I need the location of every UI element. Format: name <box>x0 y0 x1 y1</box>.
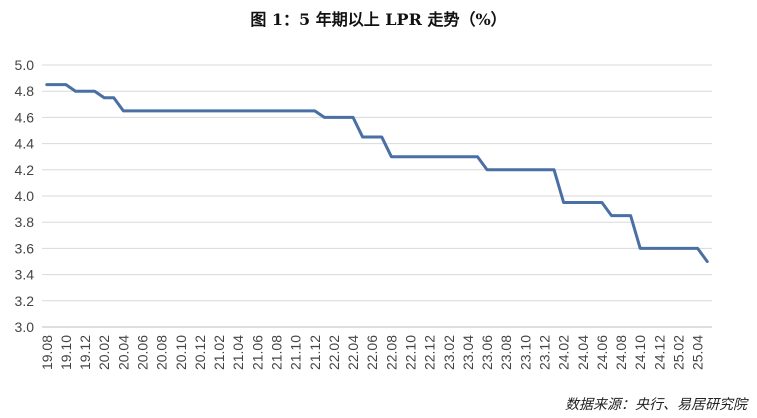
x-tick-label: 21.04 <box>230 335 246 370</box>
y-tick-label: 4.0 <box>15 188 35 204</box>
x-tick-label: 21.06 <box>249 335 265 370</box>
y-tick-label: 3.0 <box>15 319 35 335</box>
y-tick-label: 4.6 <box>15 109 35 125</box>
x-tick-label: 19.12 <box>77 335 93 370</box>
x-tick-label: 19.08 <box>39 335 55 370</box>
x-tick-label: 23.06 <box>479 335 495 370</box>
x-tick-label: 25.04 <box>690 335 706 370</box>
x-tick-label: 23.02 <box>441 335 457 370</box>
chart-title: 图 1：5 年期以上 LPR 走势（%） <box>250 10 507 29</box>
x-tick-label: 23.12 <box>537 335 553 370</box>
x-tick-label: 20.02 <box>96 335 112 370</box>
x-tick-label: 24.12 <box>651 335 667 370</box>
x-tick-label: 21.02 <box>211 335 227 370</box>
x-tick-label: 21.12 <box>307 335 323 370</box>
source-note: 数据来源：央行、易居研究院 <box>565 397 747 413</box>
y-tick-label: 3.4 <box>15 267 35 283</box>
x-tick-label: 24.04 <box>575 335 591 370</box>
y-tick-label: 3.8 <box>15 214 35 230</box>
y-tick-label: 5.0 <box>15 57 35 73</box>
y-tick-label: 4.2 <box>15 162 35 178</box>
x-tick-label: 20.10 <box>173 335 189 370</box>
x-tick-label: 22.02 <box>326 335 342 370</box>
x-tick-label: 21.08 <box>269 335 285 370</box>
x-tick-label: 22.04 <box>345 335 361 370</box>
x-tick-label: 20.12 <box>192 335 208 370</box>
x-tick-label: 23.08 <box>498 335 514 370</box>
lpr-series-line <box>45 83 709 263</box>
x-tick-label: 22.12 <box>422 335 438 370</box>
x-tick-label: 20.04 <box>115 335 131 370</box>
y-tick-label: 4.8 <box>15 83 35 99</box>
x-tick-label: 22.10 <box>403 335 419 370</box>
y-tick-label: 3.6 <box>15 240 35 256</box>
x-tick-label: 19.10 <box>58 335 74 370</box>
x-tick-label: 22.08 <box>383 335 399 370</box>
x-tick-label: 24.10 <box>632 335 648 370</box>
y-tick-label: 3.2 <box>15 293 35 309</box>
x-tick-label: 20.06 <box>135 335 151 370</box>
x-tick-label: 24.06 <box>594 335 610 370</box>
y-tick-label: 4.4 <box>15 136 35 152</box>
x-tick-label: 23.10 <box>517 335 533 370</box>
x-tick-label: 20.08 <box>154 335 170 370</box>
x-tick-label: 24.02 <box>556 335 572 370</box>
x-tick-label: 23.04 <box>460 335 476 370</box>
x-tick-label: 21.10 <box>288 335 304 370</box>
x-tick-label: 25.02 <box>671 335 687 370</box>
x-tick-label: 24.08 <box>613 335 629 370</box>
x-tick-label: 22.06 <box>364 335 380 370</box>
